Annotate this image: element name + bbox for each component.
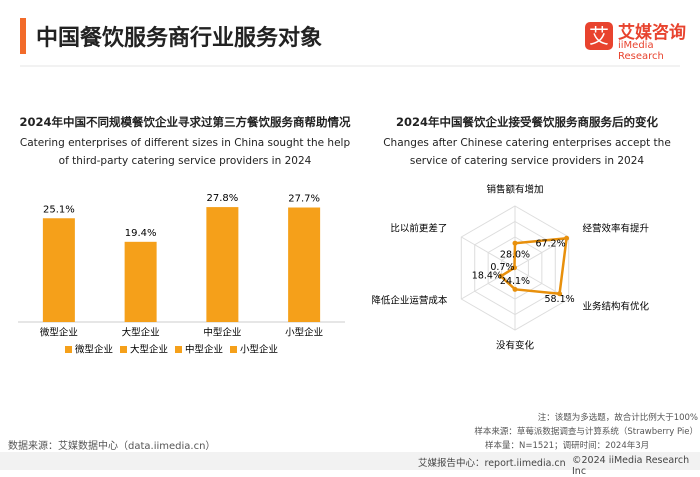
legend-swatch (65, 346, 72, 353)
bar (206, 207, 239, 322)
data-label: 58.1% (544, 294, 574, 305)
sample-size: 样本量：N=1521；调研时间：2024年3月 (485, 441, 650, 451)
x-tick-label: 大型企业 (122, 327, 160, 339)
logo-en: iiMedia Research (618, 40, 664, 62)
copyright: ©2024 iiMedia Research Inc (572, 455, 690, 477)
data-label: 25.1% (43, 204, 75, 215)
data-label: 24.1% (500, 276, 530, 287)
note: 注：该题为多选题，故合计比例大于100% (537, 413, 698, 423)
radar-point (557, 291, 563, 297)
radar-point (512, 240, 518, 246)
legend-label: 大型企业 (130, 344, 168, 356)
chart-subtitle: Changes after Chinese catering enterpris… (383, 137, 671, 167)
source: 数据来源：艾媒数据中心（data.iimedia.cn） (8, 441, 216, 452)
radar-point (564, 235, 570, 241)
page-title: 中国餐饮服务商行业服务对象 (36, 26, 323, 51)
data-label: 18.4% (472, 271, 502, 282)
radar-point (498, 273, 504, 279)
chart-title: 2024年中国不同规模餐饮企业寻求过第三方餐饮服务商帮助情况 (19, 115, 351, 129)
footer-bar (0, 452, 700, 470)
axis-label: 销售额有增加 (486, 184, 543, 196)
x-tick-label: 中型企业 (203, 327, 241, 339)
logo-text: 艾媒咨询 (618, 23, 686, 43)
bar (124, 241, 157, 322)
data-label: 67.2% (535, 239, 565, 250)
axis-label: 比以前更差了 (390, 223, 447, 235)
legend-label: 微型企业 (75, 344, 113, 356)
axis-label: 没有变化 (496, 340, 535, 352)
legend-label: 小型企业 (240, 344, 278, 356)
legend-swatch (120, 346, 127, 353)
radar-spoke (514, 236, 569, 269)
radar-spoke (461, 236, 516, 269)
data-label: 0.7% (490, 262, 514, 273)
axis-label: 经营效率有提升 (583, 223, 650, 235)
legend-swatch (175, 346, 182, 353)
accent-bar (20, 18, 26, 54)
sample-source: 样本来源：草莓派数据调查与计算系统（Strawberry Pie） (474, 427, 698, 437)
axis-label: 降低企业运营成本 (371, 295, 448, 307)
x-tick-label: 小型企业 (285, 327, 323, 339)
bar (42, 218, 75, 322)
logo-icon: 艾 (585, 22, 613, 50)
legend-label: 中型企业 (185, 344, 223, 356)
x-tick-label: 微型企业 (40, 327, 78, 339)
data-label: 27.8% (206, 193, 238, 204)
axis-label: 业务结构有优化 (583, 301, 650, 313)
data-label: 27.7% (288, 194, 320, 205)
radar-point (511, 265, 517, 271)
report-center: 艾媒报告中心：report.iimedia.cn (418, 458, 566, 469)
chart-subtitle: Catering enterprises of different sizes … (19, 137, 351, 167)
data-label: 19.4% (125, 228, 157, 239)
data-label: 28.0% (500, 250, 530, 261)
radar-point (512, 286, 518, 292)
chart-title: 2024年中国餐饮企业接受餐饮服务商服务后的变化 (395, 115, 658, 129)
legend-swatch (230, 346, 237, 353)
bar (288, 207, 321, 322)
